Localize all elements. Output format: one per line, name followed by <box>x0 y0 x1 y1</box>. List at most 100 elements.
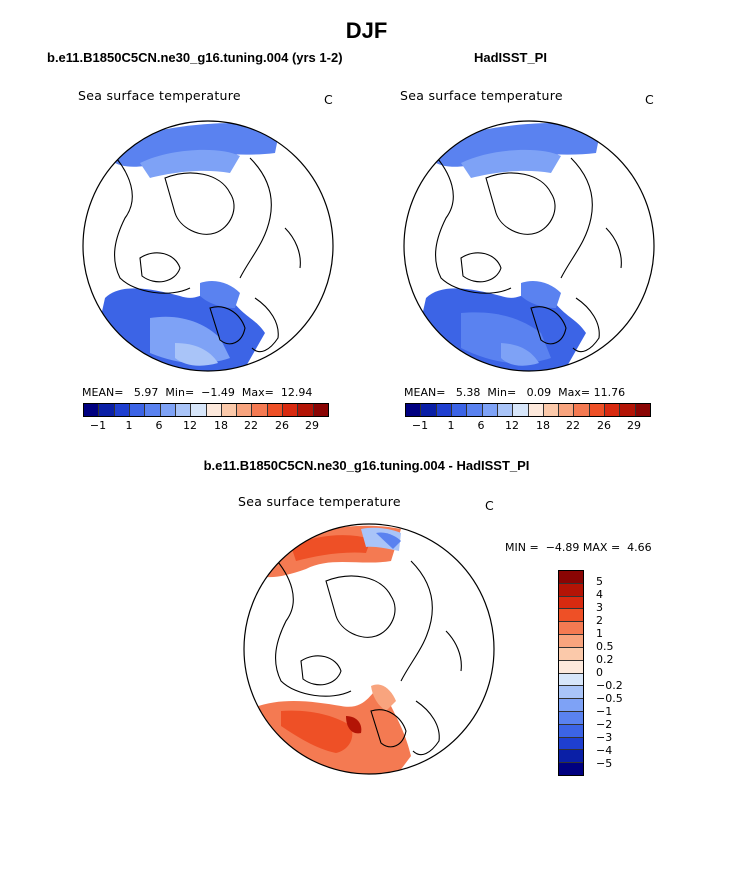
colorbar-swatch <box>84 404 100 416</box>
panel2-subtitle: HadISST_PI <box>474 50 547 65</box>
panel1-variable-label: Sea surface temperature <box>78 88 241 103</box>
panel1-polar-map <box>82 120 334 372</box>
colorbar-swatch <box>574 404 590 416</box>
colorbar-swatch <box>513 404 529 416</box>
colorbar-label: 0.2 <box>596 653 614 666</box>
colorbar-label: −2 <box>596 718 613 731</box>
colorbar-label: 4 <box>596 588 603 601</box>
colorbar-swatch <box>206 404 222 416</box>
colorbar-swatch <box>559 622 583 636</box>
figure-title: DJF <box>345 18 388 43</box>
panel1-subtitle: b.e11.B1850C5CN.ne30_g16.tuning.004 (yrs… <box>47 50 343 65</box>
colorbar-swatch <box>543 404 560 416</box>
panel1-pacific-sst <box>115 123 280 167</box>
colorbar-swatch <box>237 404 253 416</box>
colorbar-tick: 6 <box>477 419 485 432</box>
colorbar-label: −0.5 <box>596 692 623 705</box>
panel1-units-label: C <box>324 92 333 107</box>
colorbar-swatch <box>559 699 583 712</box>
colorbar-label: −4 <box>596 744 613 757</box>
colorbar-label: 1 <box>596 627 603 640</box>
colorbar-swatch <box>559 737 583 751</box>
colorbar-tick: 29 <box>305 419 319 432</box>
colorbar-swatch <box>267 404 284 416</box>
colorbar-tick: −1 <box>89 419 107 432</box>
colorbar-swatch <box>160 404 176 416</box>
colorbar-tick: 26 <box>597 419 611 432</box>
colorbar-swatch <box>559 583 583 597</box>
panel2-polar-map <box>403 120 655 372</box>
colorbar-swatch <box>482 404 498 416</box>
colorbar-swatch <box>145 404 161 416</box>
colorbar-swatch <box>298 404 314 416</box>
colorbar-label: −5 <box>596 757 613 770</box>
colorbar-label: 3 <box>596 601 603 614</box>
colorbar-swatch <box>559 635 583 648</box>
colorbar-tick: 18 <box>214 419 228 432</box>
colorbar-swatch <box>451 404 468 416</box>
panel3-subtitle: b.e11.B1850C5CN.ne30_g16.tuning.004 - Ha… <box>203 458 530 473</box>
colorbar-swatch <box>283 404 299 416</box>
colorbar-tick: 1 <box>125 419 133 432</box>
colorbar-swatch <box>559 686 583 700</box>
colorbar-swatch <box>221 404 238 416</box>
colorbar-label: 0 <box>596 666 603 679</box>
panel1-stats: MEAN= 5.97 Min= −1.49 Max= 12.94 <box>82 386 313 399</box>
panel2-units-label: C <box>645 92 654 107</box>
colorbar-swatch <box>559 660 583 674</box>
panel2-colorbar-ticks: −1 1 6 12 18 22 26 29 <box>405 419 649 433</box>
panel3-units-label: C <box>485 498 494 513</box>
colorbar-swatch <box>635 404 650 416</box>
panel2-stats: MEAN= 5.38 Min= 0.09 Max= 11.76 <box>404 386 626 399</box>
panel1-colorbar-ticks: −1 1 6 12 18 22 26 29 <box>83 419 327 433</box>
colorbar-swatch <box>114 404 130 416</box>
colorbar-swatch <box>528 404 544 416</box>
colorbar-swatch <box>436 404 452 416</box>
colorbar-swatch <box>559 596 583 610</box>
colorbar-swatch <box>559 404 575 416</box>
colorbar-tick: 1 <box>447 419 455 432</box>
colorbar-swatch <box>559 647 583 661</box>
colorbar-tick: 29 <box>627 419 641 432</box>
panel3-colorbar-labels: 5 4 3 2 1 0.5 0.2 0 −0.2 −0.5 −1 −2 −3 −… <box>596 570 656 774</box>
colorbar-label: 0.5 <box>596 640 614 653</box>
colorbar-label: −0.2 <box>596 679 623 692</box>
colorbar-swatch <box>421 404 437 416</box>
colorbar-swatch <box>313 404 328 416</box>
colorbar-swatch <box>559 571 583 584</box>
panel3-colorbar <box>558 570 584 776</box>
panel3-polar-map <box>243 523 495 775</box>
colorbar-swatch <box>589 404 606 416</box>
colorbar-tick: 12 <box>505 419 519 432</box>
colorbar-swatch <box>559 711 583 725</box>
panel2-colorbar <box>405 403 651 417</box>
panel2-variable-label: Sea surface temperature <box>400 88 563 103</box>
colorbar-tick: −1 <box>411 419 429 432</box>
panel1-colorbar <box>83 403 329 417</box>
colorbar-swatch <box>406 404 422 416</box>
colorbar-swatch <box>175 404 192 416</box>
colorbar-swatch <box>129 404 146 416</box>
colorbar-label: 5 <box>596 575 603 588</box>
panel2-pacific-sst <box>436 123 601 167</box>
colorbar-swatch <box>191 404 207 416</box>
colorbar-tick: 12 <box>183 419 197 432</box>
panel3-variable-label: Sea surface temperature <box>238 494 401 509</box>
panel3-minmax: MIN = −4.89 MAX = 4.66 <box>505 541 652 554</box>
colorbar-label: 2 <box>596 614 603 627</box>
colorbar-swatch <box>559 750 583 764</box>
colorbar-label: −3 <box>596 731 613 744</box>
colorbar-tick: 22 <box>566 419 580 432</box>
colorbar-swatch <box>559 724 583 738</box>
colorbar-swatch <box>252 404 268 416</box>
colorbar-tick: 6 <box>155 419 163 432</box>
colorbar-swatch <box>559 763 583 775</box>
colorbar-swatch <box>559 609 583 623</box>
colorbar-tick: 18 <box>536 419 550 432</box>
colorbar-swatch <box>605 404 621 416</box>
colorbar-tick: 22 <box>244 419 258 432</box>
colorbar-tick: 26 <box>275 419 289 432</box>
colorbar-swatch <box>620 404 636 416</box>
colorbar-label: −1 <box>596 705 613 718</box>
colorbar-swatch <box>497 404 514 416</box>
